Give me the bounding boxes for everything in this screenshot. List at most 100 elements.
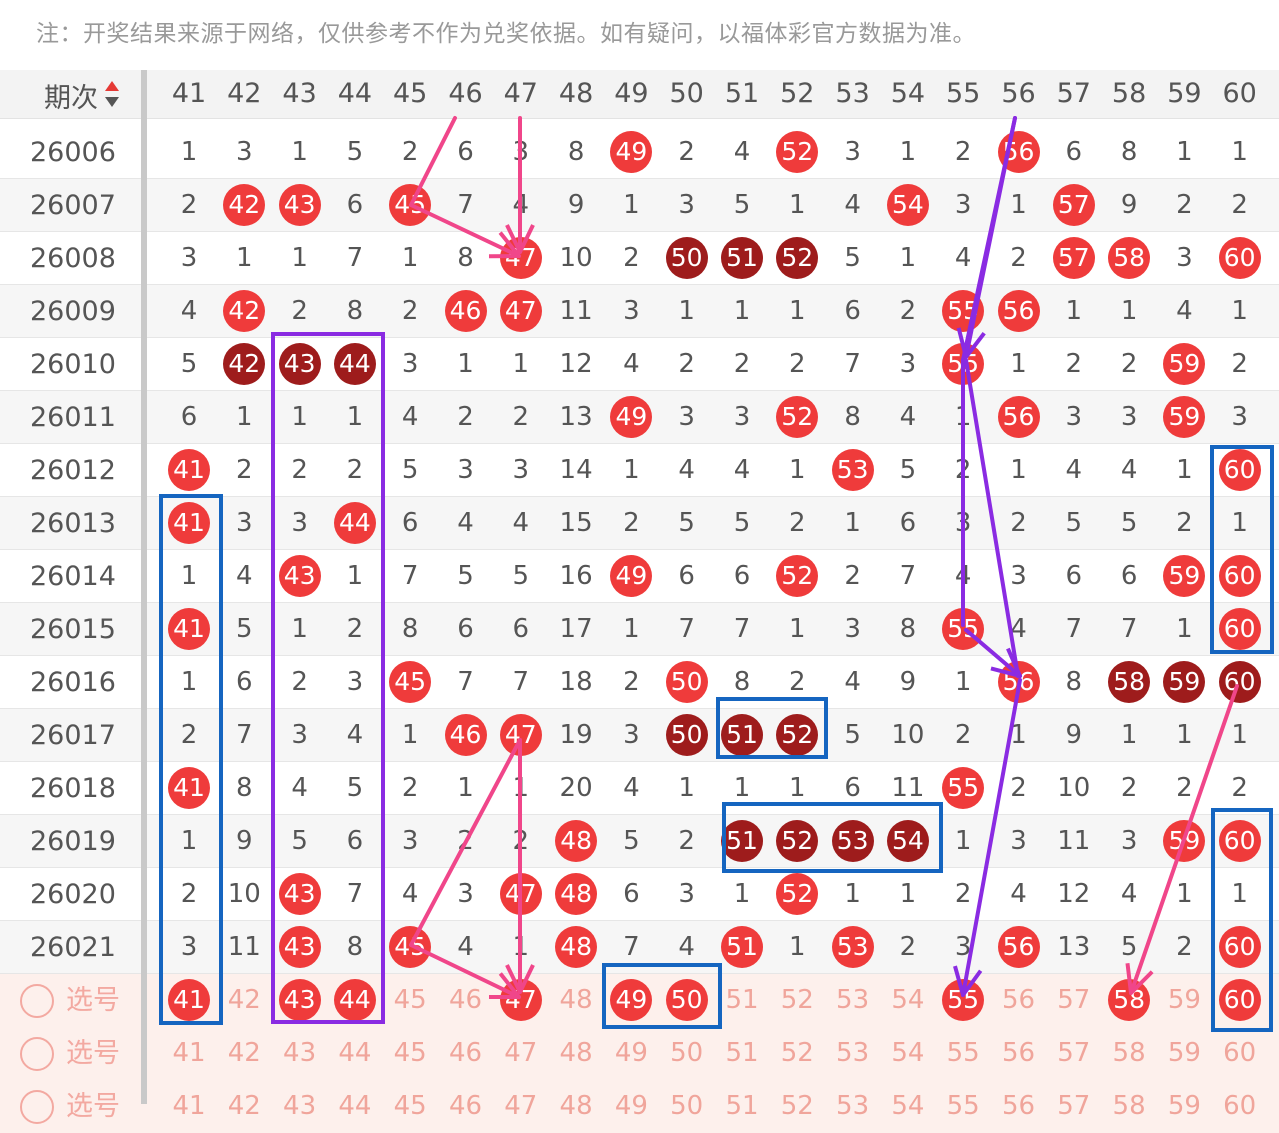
selectable-number[interactable]: 51 xyxy=(725,985,759,1015)
selected-number-ball[interactable]: 43 xyxy=(278,979,321,1021)
pick-row-label[interactable]: 选号 xyxy=(66,985,120,1016)
omission-count: 8 xyxy=(1065,667,1083,697)
omission-count: 1 xyxy=(512,773,530,803)
omission-count: 2 xyxy=(291,667,308,697)
drawn-number-ball: 51 xyxy=(721,820,763,862)
selectable-number[interactable]: 56 xyxy=(1001,1038,1036,1068)
omission-count: 1 xyxy=(291,243,308,273)
selectable-number[interactable]: 41 xyxy=(172,1038,206,1068)
selectable-number[interactable]: 51 xyxy=(725,1038,759,1068)
selectable-number[interactable]: 45 xyxy=(393,1038,427,1068)
selected-number-ball[interactable]: 60 xyxy=(1218,979,1261,1021)
selectable-number[interactable]: 51 xyxy=(725,1091,759,1121)
selectable-number[interactable]: 48 xyxy=(559,1091,593,1121)
pick-row-label[interactable]: 选号 xyxy=(66,1038,120,1069)
selectable-number[interactable]: 59 xyxy=(1167,1091,1201,1121)
selectable-number[interactable]: 47 xyxy=(504,1038,538,1068)
selectable-number[interactable]: 47 xyxy=(504,1091,538,1121)
selectable-number[interactable]: 54 xyxy=(891,1038,925,1068)
selectable-number[interactable]: 52 xyxy=(780,985,814,1015)
selectable-number[interactable]: 57 xyxy=(1057,1038,1091,1068)
pick-radio-button[interactable] xyxy=(20,1037,54,1071)
selectable-number[interactable]: 57 xyxy=(1057,985,1091,1015)
drawn-number-ball: 45 xyxy=(389,661,432,703)
omission-count: 2 xyxy=(733,349,751,379)
selectable-number[interactable]: 60 xyxy=(1223,1091,1257,1121)
omission-count: 2 xyxy=(1010,508,1027,538)
column-header-number: 49 xyxy=(614,78,649,109)
selectable-number[interactable]: 53 xyxy=(836,985,870,1015)
selectable-number[interactable]: 49 xyxy=(614,1038,648,1068)
drawn-number-ball: 55 xyxy=(942,290,985,332)
omission-count: 6 xyxy=(401,508,419,538)
selectable-number[interactable]: 54 xyxy=(891,985,925,1015)
omission-count: 14 xyxy=(559,455,593,485)
omission-count: 2 xyxy=(899,932,917,962)
omission-count: 10 xyxy=(227,879,261,909)
omission-count: 10 xyxy=(1057,773,1091,803)
selectable-number[interactable]: 44 xyxy=(338,1038,372,1068)
omission-count: 3 xyxy=(512,455,530,485)
selectable-number[interactable]: 57 xyxy=(1057,1091,1091,1121)
selected-number-ball[interactable]: 50 xyxy=(665,979,708,1021)
selectable-number[interactable]: 45 xyxy=(393,985,427,1015)
omission-count: 2 xyxy=(346,455,364,485)
selected-number-ball[interactable]: 47 xyxy=(499,979,542,1021)
omission-count: 13 xyxy=(559,402,593,432)
selectable-number[interactable]: 56 xyxy=(1001,1091,1036,1121)
selectable-number[interactable]: 48 xyxy=(559,985,593,1015)
selectable-number[interactable]: 52 xyxy=(780,1038,814,1068)
selectable-number[interactable]: 46 xyxy=(448,1038,483,1068)
selectable-number[interactable]: 58 xyxy=(1112,1038,1146,1068)
selectable-number[interactable]: 50 xyxy=(670,1091,704,1121)
drawn-number-ball: 53 xyxy=(831,820,874,862)
selectable-number[interactable]: 43 xyxy=(283,1038,317,1068)
column-header-number: 44 xyxy=(337,78,373,109)
omission-count: 3 xyxy=(1065,402,1083,432)
omission-count: 1 xyxy=(844,508,861,538)
selectable-number[interactable]: 59 xyxy=(1167,985,1201,1015)
selectable-number[interactable]: 45 xyxy=(393,1091,427,1121)
selectable-number[interactable]: 60 xyxy=(1223,1038,1257,1068)
selectable-number[interactable]: 46 xyxy=(448,1091,483,1121)
selectable-number[interactable]: 54 xyxy=(891,1091,925,1121)
selectable-number[interactable]: 58 xyxy=(1112,1091,1146,1121)
omission-count: 2 xyxy=(899,296,917,326)
omission-count: 1 xyxy=(346,402,364,432)
selectable-number[interactable]: 41 xyxy=(172,1091,206,1121)
selectable-number[interactable]: 53 xyxy=(836,1091,870,1121)
pick-radio-button[interactable] xyxy=(20,984,54,1018)
pick-row xyxy=(0,1027,1279,1080)
selectable-number[interactable]: 50 xyxy=(670,1038,704,1068)
selectable-number[interactable]: 48 xyxy=(559,1038,593,1068)
row-divider xyxy=(0,178,1279,179)
sort-icon[interactable] xyxy=(104,79,120,109)
selectable-number[interactable]: 42 xyxy=(227,985,261,1015)
selectable-number[interactable]: 44 xyxy=(338,1091,372,1121)
drawn-number-ball: 42 xyxy=(223,290,266,332)
selectable-number[interactable]: 55 xyxy=(946,1091,980,1121)
selectable-number[interactable]: 49 xyxy=(614,1091,648,1121)
selectable-number[interactable]: 59 xyxy=(1167,1038,1201,1068)
pick-radio-button[interactable] xyxy=(20,1090,54,1124)
drawn-number-ball: 59 xyxy=(1163,396,1206,438)
issue-column-header[interactable]: 期次 xyxy=(44,83,98,114)
selectable-number[interactable]: 43 xyxy=(283,1091,317,1121)
omission-count: 1 xyxy=(623,190,640,220)
pick-row-label[interactable]: 选号 xyxy=(66,1091,120,1122)
selected-number-ball[interactable]: 55 xyxy=(942,979,985,1021)
trend-table: 41 42 43 44 45 46 47 48 49 50 51 52 53 54 55 56 57 58 59 60… xyxy=(0,78,1279,1133)
selectable-number[interactable]: 52 xyxy=(780,1091,814,1121)
selectable-number[interactable]: 42 xyxy=(227,1038,261,1068)
omission-count: 6 xyxy=(678,561,695,591)
selectable-number[interactable]: 55 xyxy=(946,1038,980,1068)
selected-number-ball[interactable]: 44 xyxy=(333,979,376,1021)
selectable-number[interactable]: 42 xyxy=(227,1091,261,1121)
selected-number-ball[interactable]: 41 xyxy=(168,979,210,1021)
selectable-number[interactable]: 53 xyxy=(836,1038,870,1068)
drawn-number-ball: 41 xyxy=(168,449,210,491)
selected-number-ball[interactable]: 58 xyxy=(1108,979,1151,1021)
selectable-number[interactable]: 56 xyxy=(1001,985,1036,1015)
omission-count: 5 xyxy=(844,243,861,273)
selectable-number[interactable]: 46 xyxy=(448,985,483,1015)
